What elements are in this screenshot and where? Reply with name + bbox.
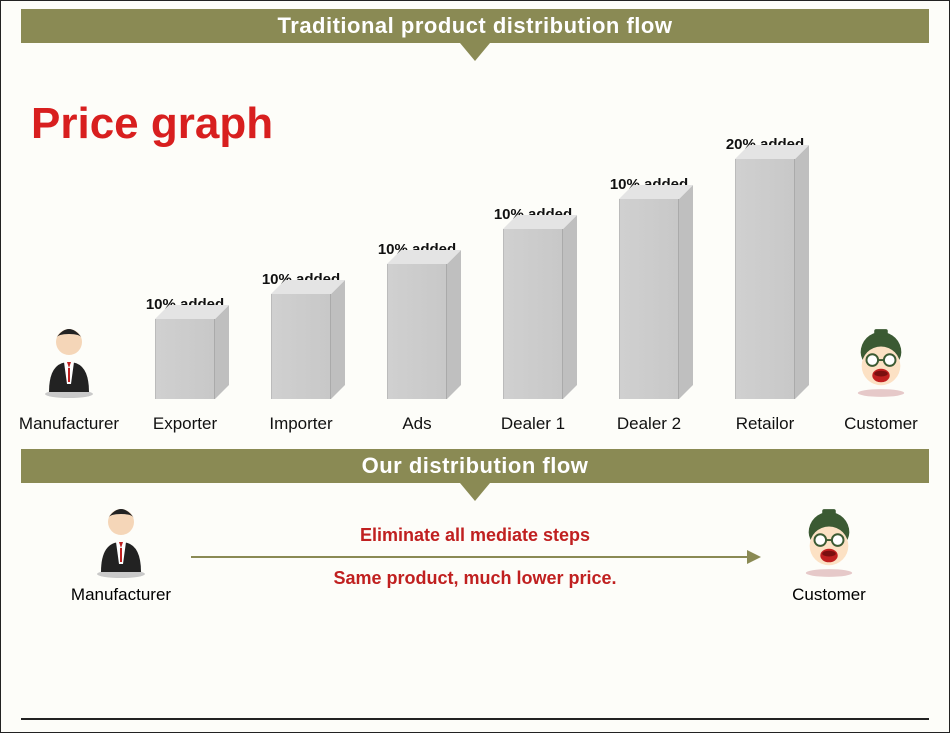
manufacturer-label: Manufacturer <box>71 585 171 605</box>
x-axis-label: Manufacturer <box>11 414 127 434</box>
customer-icon <box>851 329 911 399</box>
x-axis-label: Ads <box>359 414 475 434</box>
x-axis-label: Exporter <box>127 414 243 434</box>
customer-label: Customer <box>792 585 866 605</box>
price-bar <box>619 199 679 399</box>
our-flow-section: Our distribution flow Manufacturer Elimi… <box>1 449 949 699</box>
price-bar <box>155 319 215 399</box>
bar-col: 20% added <box>707 79 823 399</box>
bar-col: 10% added <box>243 79 359 399</box>
customer-icon <box>799 509 859 579</box>
bottom-banner: Our distribution flow <box>21 449 929 483</box>
bar-col <box>11 79 127 399</box>
businessman-icon <box>91 509 151 579</box>
x-axis-labels: ManufacturerExporterImporterAdsDealer 1D… <box>1 414 949 434</box>
bar-col <box>823 79 939 399</box>
lower-price-text: Same product, much lower price. <box>191 568 759 589</box>
price-bar <box>387 264 447 399</box>
eliminate-text: Eliminate all mediate steps <box>191 525 759 546</box>
x-axis-label: Customer <box>823 414 939 434</box>
bars-row: 10% added10% added10% added10% added10% … <box>1 79 949 399</box>
bar-col: 10% added <box>591 79 707 399</box>
down-arrow-icon <box>460 43 490 61</box>
x-axis-label: Retailor <box>707 414 823 434</box>
bar-col: 10% added <box>475 79 591 399</box>
bar-col: 10% added <box>359 79 475 399</box>
customer-col: Customer <box>769 509 889 605</box>
top-banner: Traditional product distribution flow <box>21 9 929 43</box>
flow-row: Manufacturer Eliminate all mediate steps… <box>1 501 949 605</box>
price-bar <box>735 159 795 399</box>
price-bar <box>271 294 331 399</box>
flow-mid-text: Eliminate all mediate steps Same product… <box>181 525 769 589</box>
x-axis-label: Dealer 2 <box>591 414 707 434</box>
traditional-flow-section: Traditional product distribution flow Pr… <box>1 9 949 439</box>
bar-col: 10% added <box>127 79 243 399</box>
manufacturer-col: Manufacturer <box>61 509 181 605</box>
flow-arrow-icon <box>191 556 759 558</box>
price-bar <box>503 229 563 399</box>
x-axis-label: Dealer 1 <box>475 414 591 434</box>
bottom-divider <box>21 718 929 720</box>
businessman-icon <box>39 329 99 399</box>
down-arrow-icon <box>460 483 490 501</box>
x-axis-label: Importer <box>243 414 359 434</box>
